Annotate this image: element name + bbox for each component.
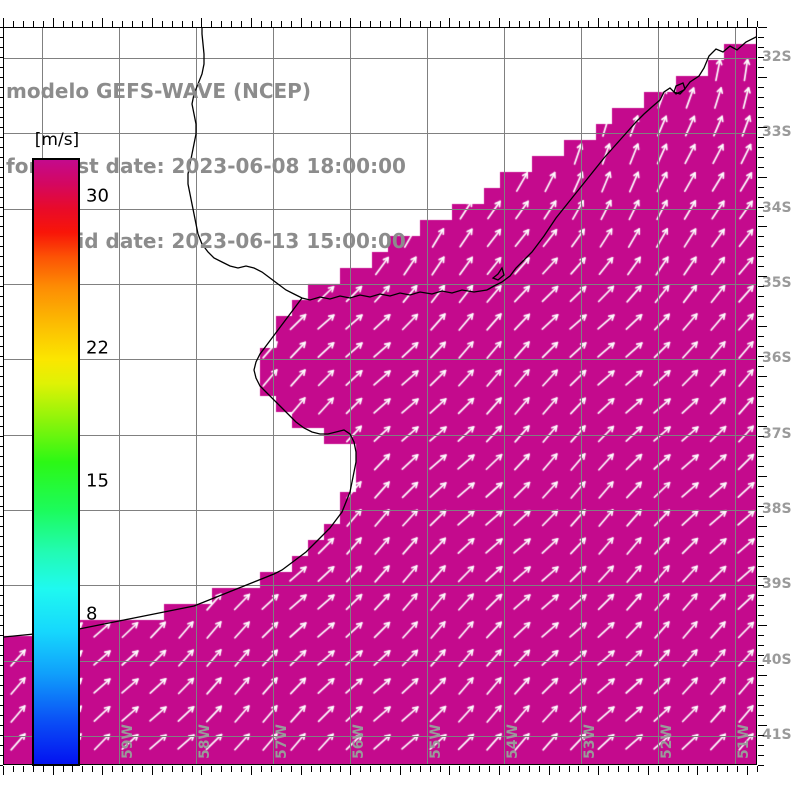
top-axis-ruler [3, 15, 758, 27]
lat-tick-label: 41S [762, 726, 792, 743]
colorbar: [m/s] 30 22 15 8 [32, 130, 109, 766]
lat-tick-label: 33S [762, 124, 792, 141]
lat-tick-label: 38S [762, 500, 792, 517]
lon-tick-label: 57W [274, 724, 291, 759]
colorbar-unit-label: [m/s] [34, 130, 80, 150]
colorbar-gradient [32, 158, 80, 766]
left-axis-ruler [0, 27, 3, 766]
right-axis-ruler [758, 27, 770, 766]
lon-tick-label: 53W [582, 724, 599, 759]
lat-tick-label: 40S [762, 651, 792, 668]
colorbar-tick-label: 22 [86, 337, 109, 359]
colorbar-tick-label: 8 [86, 603, 98, 625]
bottom-axis-ruler [3, 766, 758, 778]
lon-tick-label: 59W [120, 724, 137, 759]
lon-tick-label: 54W [505, 724, 522, 759]
lat-tick-label: 32S [762, 49, 792, 66]
lat-tick-label: 35S [762, 275, 792, 292]
lon-tick-label: 51W [735, 724, 752, 759]
lon-tick-label: 56W [351, 724, 368, 759]
colorbar-tick-label: 30 [86, 185, 109, 207]
lat-tick-label: 37S [762, 425, 792, 442]
lat-tick-label: 34S [762, 199, 792, 216]
lat-tick-label: 36S [762, 350, 792, 367]
lon-tick-label: 58W [197, 724, 214, 759]
model-title: modelo GEFS-WAVE (NCEP) [6, 79, 311, 103]
lat-tick-label: 39S [762, 576, 792, 593]
lon-tick-label: 55W [428, 724, 445, 759]
colorbar-tick-label: 15 [86, 470, 109, 492]
lon-tick-label: 52W [658, 724, 675, 759]
